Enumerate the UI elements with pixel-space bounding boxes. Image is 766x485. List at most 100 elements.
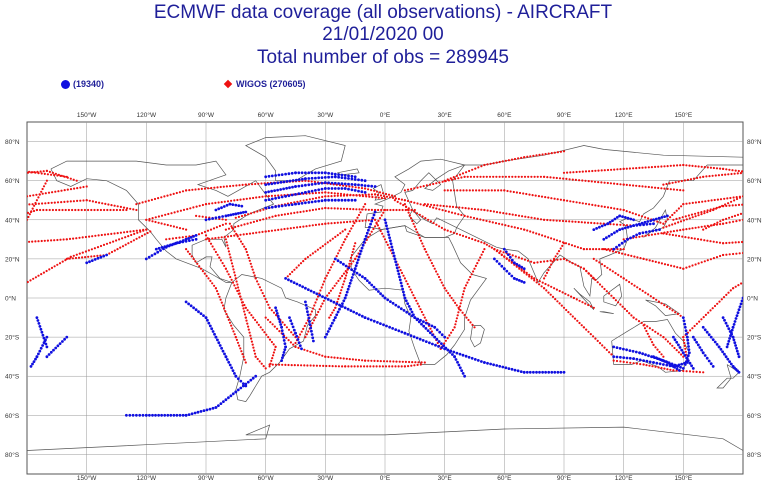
wigos-obs-point: [105, 242, 109, 245]
wigos-obs-point: [526, 155, 529, 158]
wigos-obs-point: [240, 350, 243, 353]
other-obs-point: [32, 360, 36, 363]
wigos-obs-point: [709, 309, 712, 312]
other-obs-point: [287, 278, 290, 282]
wigos-obs-point: [688, 370, 692, 373]
other-obs-point: [353, 267, 357, 271]
wigos-obs-point: [596, 222, 599, 225]
other-obs-point: [45, 355, 49, 359]
wigos-obs-point: [108, 252, 111, 255]
wigos-obs-point: [185, 235, 188, 238]
wigos-obs-point: [349, 207, 352, 211]
wigos-obs-point: [628, 280, 631, 284]
other-obs-point: [337, 198, 340, 202]
wigos-obs-point: [427, 218, 430, 221]
wigos-obs-point: [349, 194, 352, 197]
wigos-obs-point: [205, 274, 208, 278]
wigos-obs-point: [182, 227, 185, 230]
other-obs-point: [461, 372, 465, 375]
map-total-obs: Total number of obs = 289945: [257, 47, 509, 68]
other-obs-point: [615, 346, 619, 349]
wigos-obs-point: [364, 359, 367, 362]
wigos-obs-point: [27, 211, 30, 214]
wigos-obs-point: [578, 321, 581, 325]
other-obs-point: [323, 187, 327, 190]
wigos-obs-point: [233, 199, 236, 202]
wigos-obs-point: [48, 170, 52, 173]
wigos-obs-point: [274, 214, 277, 217]
wigos-obs-point: [354, 242, 357, 245]
wigos-obs-point: [258, 196, 261, 199]
wigos-obs-point: [31, 207, 34, 210]
lon-tick-label: 120°E: [615, 474, 633, 482]
wigos-obs-point: [402, 274, 405, 277]
wigos-obs-point: [312, 351, 315, 354]
wigos-obs-point: [336, 221, 339, 224]
wigos-obs-point: [733, 199, 736, 202]
other-obs-point: [370, 184, 374, 188]
wigos-obs-point: [587, 330, 590, 333]
wigos-obs-point: [213, 248, 216, 251]
wigos-obs-point: [350, 227, 353, 230]
wigos-obs-point: [383, 197, 387, 200]
wigos-obs-point: [425, 204, 428, 208]
wigos-obs-point: [722, 167, 725, 170]
other-obs-point: [394, 303, 398, 307]
wigos-obs-point: [413, 364, 416, 367]
wigos-obs-point: [234, 277, 237, 280]
wigos-obs-point: [255, 196, 258, 199]
wigos-obs-point: [430, 203, 433, 206]
wigos-obs-point: [235, 280, 238, 283]
wigos-obs-point: [544, 274, 547, 277]
other-obs-point: [666, 214, 669, 218]
wigos-obs-point: [679, 189, 682, 192]
wigos-obs-point: [719, 167, 722, 170]
wigos-obs-point: [118, 238, 121, 241]
other-obs-point: [726, 357, 730, 361]
other-obs-point: [304, 177, 307, 181]
wigos-obs-point: [367, 188, 370, 191]
wigos-obs-point: [554, 255, 557, 258]
other-obs-point: [635, 357, 639, 361]
wigos-obs-point: [74, 208, 77, 212]
wigos-obs-point: [42, 271, 46, 274]
wigos-obs-point: [730, 200, 733, 203]
wigos-obs-point: [270, 229, 273, 232]
wigos-obs-point: [705, 175, 708, 178]
wigos-obs-point: [591, 203, 594, 206]
wigos-obs-point: [619, 303, 622, 306]
wigos-obs-point: [555, 239, 559, 242]
wigos-obs-point: [494, 222, 498, 225]
other-obs-point: [415, 318, 419, 322]
wigos-obs-point: [688, 217, 691, 220]
other-obs-point: [236, 212, 240, 215]
other-obs-point: [343, 306, 347, 310]
other-obs-point: [231, 392, 235, 396]
other-obs-point: [283, 342, 287, 345]
wigos-obs-point: [446, 229, 449, 232]
wigos-obs-point: [324, 243, 327, 246]
wigos-obs-point: [696, 176, 699, 180]
wigos-obs-point: [443, 189, 446, 192]
wigos-obs-point: [404, 208, 407, 212]
wigos-obs-point: [707, 199, 710, 202]
wigos-obs-point: [413, 225, 416, 228]
wigos-obs-point: [267, 195, 270, 198]
wigos-obs-point: [252, 232, 255, 235]
wigos-obs-point: [424, 217, 427, 220]
other-obs-point: [687, 348, 691, 351]
wigos-obs-point: [737, 203, 741, 206]
wigos-obs-point: [359, 365, 362, 368]
wigos-obs-point: [297, 336, 300, 339]
wigos-obs-point: [129, 230, 132, 233]
other-obs-point: [505, 269, 509, 273]
wigos-obs-point: [736, 172, 739, 175]
other-obs-point: [402, 290, 405, 294]
other-obs-point: [456, 360, 459, 364]
wigos-obs-point: [637, 320, 641, 323]
wigos-obs-point: [422, 313, 425, 316]
wigos-obs-point: [204, 216, 208, 219]
wigos-obs-point: [336, 194, 339, 197]
other-obs-point: [52, 348, 55, 352]
wigos-obs-point: [96, 208, 99, 212]
